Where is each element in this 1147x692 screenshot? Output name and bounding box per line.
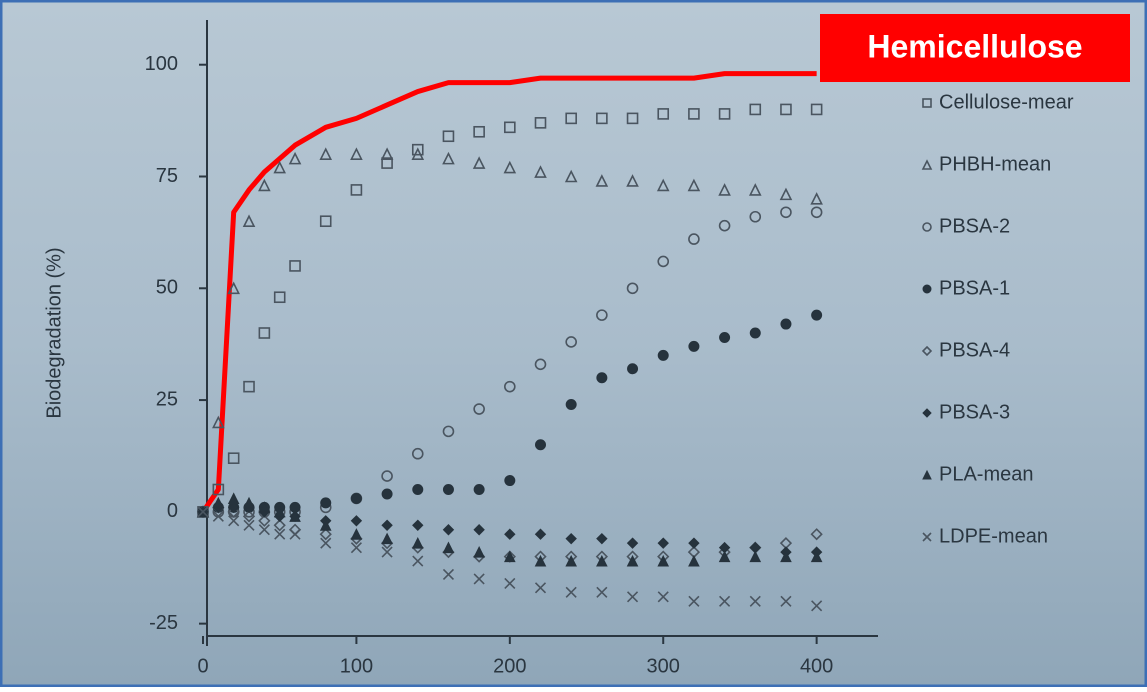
data-point	[720, 332, 730, 342]
data-point	[566, 400, 576, 410]
chart: Biodegradation (%) 100 75 50 25 0 -25 0 100 200 3…	[0, 0, 1147, 687]
x-tick-label: 0	[197, 655, 208, 677]
legend-label: Cellulose-mear	[939, 91, 1074, 113]
legend-marker	[923, 285, 931, 293]
data-point	[781, 319, 791, 329]
y-tick-label: 75	[156, 165, 178, 187]
x-tick-label: 400	[800, 655, 833, 677]
data-point	[689, 341, 699, 351]
legend-label: PLA-mean	[939, 463, 1034, 485]
data-point	[351, 493, 361, 503]
data-point	[628, 364, 638, 374]
y-tick-label: 25	[156, 388, 178, 410]
y-tick-label: -25	[149, 612, 178, 634]
y-tick-label: 50	[156, 277, 178, 299]
data-point	[597, 373, 607, 383]
x-tick-label: 200	[493, 655, 526, 677]
x-tick-label: 100	[340, 655, 373, 677]
legend-label: PBSA-2	[939, 215, 1010, 237]
data-point	[505, 476, 515, 486]
y-tick-label: 0	[167, 500, 178, 522]
legend-label: PBSA-4	[939, 339, 1010, 361]
data-point	[443, 485, 453, 495]
data-point	[658, 350, 668, 360]
annotation-label: Hemicellulose	[867, 28, 1082, 64]
legend-label: LDPE-mean	[939, 525, 1048, 547]
data-point	[321, 498, 331, 508]
legend-label: PBSA-1	[939, 277, 1010, 299]
data-point	[413, 485, 423, 495]
data-point	[812, 310, 822, 320]
y-axis-label: Biodegradation (%)	[43, 247, 65, 418]
legend-label: PBSA-3	[939, 401, 1010, 423]
data-point	[382, 489, 392, 499]
data-point	[474, 485, 484, 495]
y-tick-label: 100	[145, 53, 178, 75]
data-point	[750, 328, 760, 338]
legend-label: PHBH-mean	[939, 153, 1051, 175]
x-tick-label: 300	[647, 655, 680, 677]
data-point	[536, 440, 546, 450]
